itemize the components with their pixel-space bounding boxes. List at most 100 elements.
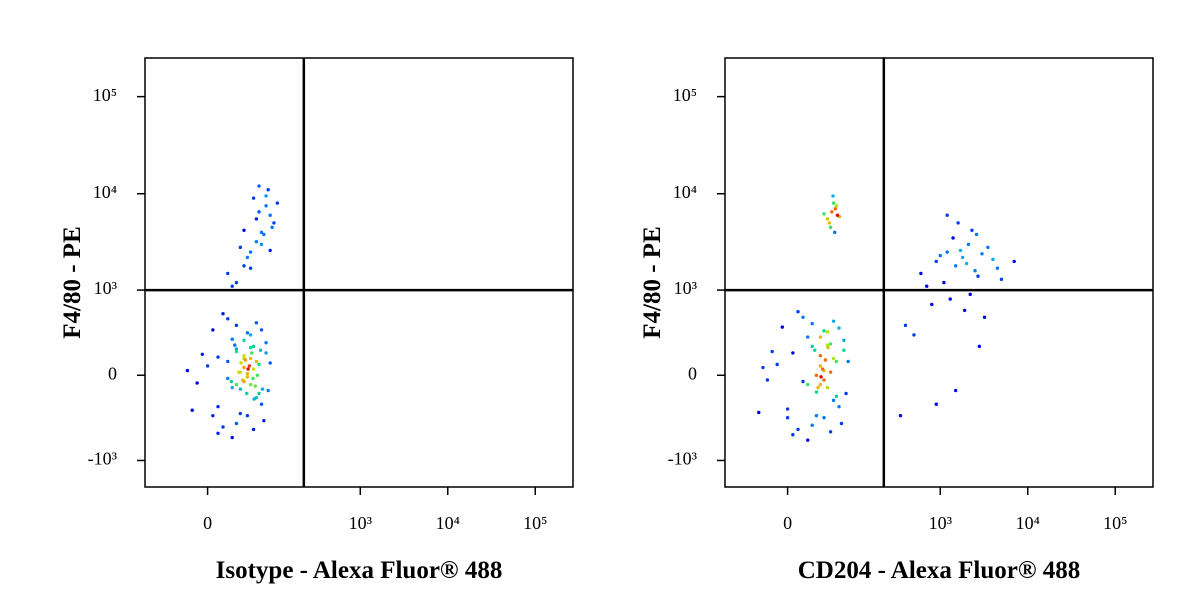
event-dot xyxy=(257,391,261,396)
event-dot xyxy=(912,333,916,337)
event-dot xyxy=(816,385,820,390)
event-dot xyxy=(230,284,234,288)
event-dot xyxy=(255,373,260,377)
event-dot xyxy=(221,312,225,316)
event-dot xyxy=(229,379,234,384)
event-dot xyxy=(834,359,839,364)
event-dot xyxy=(980,252,984,256)
event-dot xyxy=(254,217,259,221)
event-dot xyxy=(831,201,836,205)
event-dot xyxy=(237,370,241,374)
event-dot xyxy=(945,213,949,217)
event-dot xyxy=(837,404,841,409)
event-dot xyxy=(259,242,264,247)
event-dot xyxy=(780,325,785,329)
event-dot xyxy=(842,348,846,352)
event-dot xyxy=(251,196,256,200)
event-dot xyxy=(945,250,949,254)
event-dot xyxy=(831,319,836,323)
event-dot xyxy=(239,361,243,365)
event-dot xyxy=(814,390,819,394)
event-dot xyxy=(234,347,239,351)
event-dot xyxy=(230,385,234,390)
event-dot xyxy=(806,335,810,339)
y-axis-title: F4/80 - PE xyxy=(59,226,86,339)
event-dot xyxy=(818,353,823,358)
event-dot xyxy=(211,328,215,332)
event-dot xyxy=(810,423,814,427)
event-dot xyxy=(828,225,833,230)
event-dot xyxy=(250,351,254,355)
event-dot xyxy=(258,348,263,352)
event-dot xyxy=(810,321,814,326)
event-dot xyxy=(839,421,844,426)
event-dot xyxy=(827,221,832,225)
event-dot xyxy=(251,344,256,349)
event-dot xyxy=(262,418,266,423)
event-dot xyxy=(242,338,246,343)
event-dot xyxy=(216,431,220,435)
event-dot xyxy=(831,194,835,198)
event-dot xyxy=(813,348,817,352)
event-dot xyxy=(262,232,266,237)
event-dot xyxy=(195,381,199,385)
event-dot xyxy=(942,280,946,285)
event-dot xyxy=(796,427,800,432)
event-dot xyxy=(934,402,938,406)
x-tick-label: 10³ xyxy=(349,513,373,533)
event-dot xyxy=(953,264,958,268)
event-dot xyxy=(796,309,800,314)
event-dot xyxy=(830,210,834,214)
event-dot xyxy=(264,351,268,355)
event-dot xyxy=(260,387,265,391)
x-axis-title: CD204 - Alexa Fluor® 488 xyxy=(798,557,1081,584)
event-dot xyxy=(962,308,967,313)
event-dot xyxy=(765,378,770,382)
y-tick-label: 10³ xyxy=(674,278,698,298)
event-dot xyxy=(938,253,942,258)
event-dot xyxy=(761,365,765,370)
event-dot xyxy=(974,232,979,237)
event-dot xyxy=(246,367,250,371)
event-dot xyxy=(976,274,980,278)
event-dot xyxy=(245,255,250,260)
event-dot xyxy=(245,331,250,335)
event-dot xyxy=(259,328,264,332)
event-dot xyxy=(801,315,805,319)
x-tick-label: 10⁵ xyxy=(1103,513,1127,533)
event-dot xyxy=(221,425,225,429)
event-dot xyxy=(801,379,805,384)
event-dot xyxy=(806,382,810,387)
x-tick-label: 10⁴ xyxy=(436,513,460,533)
plot-frame xyxy=(144,57,574,488)
x-tick-label: 0 xyxy=(783,513,792,533)
event-dot xyxy=(242,365,246,370)
event-dot xyxy=(190,408,194,412)
event-dot xyxy=(826,345,830,350)
event-dot xyxy=(248,382,253,387)
event-dot xyxy=(245,375,250,379)
event-dot xyxy=(958,248,963,253)
event-dot xyxy=(251,367,256,371)
event-dot xyxy=(770,349,774,354)
event-dot xyxy=(259,230,264,235)
event-dot xyxy=(810,344,814,349)
event-dot xyxy=(272,221,276,225)
event-dot xyxy=(264,204,268,208)
event-dot xyxy=(977,344,982,349)
event-dot xyxy=(775,362,779,367)
event-dot xyxy=(233,343,237,347)
x-tick-label: 10⁵ xyxy=(523,513,547,533)
event-dot xyxy=(242,228,246,232)
event-dot xyxy=(257,184,261,188)
event-dot xyxy=(833,230,837,235)
event-dot xyxy=(822,212,826,216)
event-dot xyxy=(264,194,268,198)
x-tick-label: 10³ xyxy=(929,513,953,533)
x-axis-title: Isotype - Alexa Fluor® 488 xyxy=(216,557,503,584)
event-dot xyxy=(234,349,239,354)
event-dot xyxy=(234,323,239,328)
event-dot xyxy=(216,355,220,359)
event-dot xyxy=(268,361,272,365)
event-dot xyxy=(251,427,256,432)
